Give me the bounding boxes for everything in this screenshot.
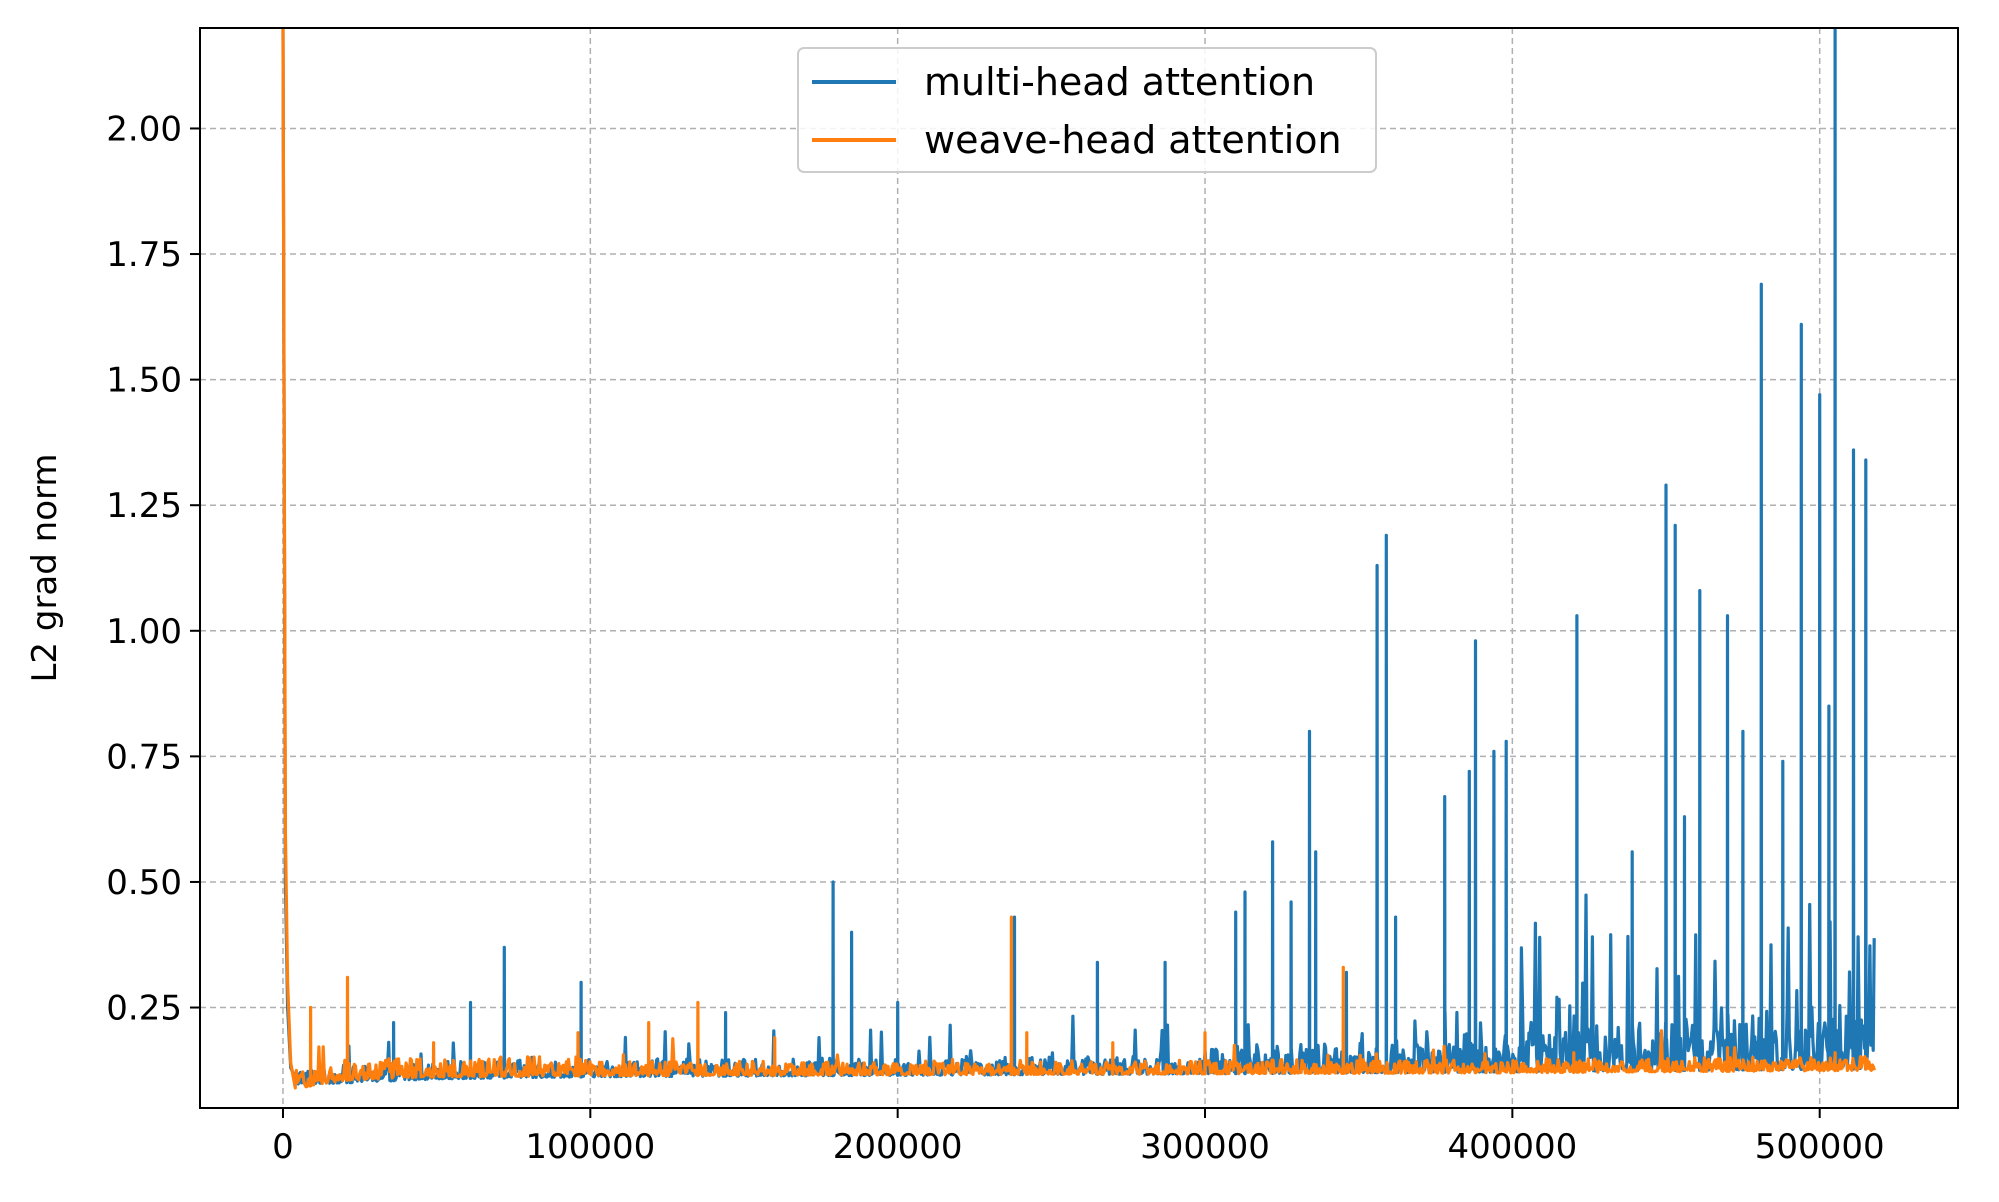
x-tick-label: 0	[272, 1127, 294, 1167]
x-tick-label: 300000	[1140, 1127, 1270, 1167]
y-tick-label: 0.25	[106, 989, 182, 1029]
y-tick-label: 0.50	[106, 863, 182, 903]
y-tick-label: 1.25	[106, 486, 182, 526]
y-tick-label: 2.00	[106, 109, 182, 149]
plot-frame	[199, 27, 1959, 1109]
y-axis-label: L2 grad norm	[25, 453, 65, 682]
series-line-multi-head	[281, 28, 1876, 1086]
series-line-weave-head	[281, 28, 1876, 1090]
legend-box	[797, 47, 1377, 173]
series-layer	[281, 28, 1876, 1090]
x-tick-label: 400000	[1447, 1127, 1577, 1167]
y-tick-label: 0.75	[106, 737, 182, 777]
x-tick-label: 500000	[1755, 1127, 1885, 1167]
y-tick-label: 1.50	[106, 361, 182, 401]
legend: multi-head attention weave-head attentio…	[797, 47, 1377, 173]
y-tick-label: 1.00	[106, 612, 182, 652]
y-tick-label: 1.75	[106, 235, 182, 275]
x-tick-label: 200000	[833, 1127, 963, 1167]
legend-label-multi-head: multi-head attention	[924, 60, 1315, 104]
legend-label-weave-head: weave-head attention	[924, 118, 1342, 162]
y-axis: 0.25 0.50 0.75 1.00 1.25 1.50 1.75 2.00	[106, 109, 200, 1029]
x-tick-label: 100000	[525, 1127, 655, 1167]
x-axis: 0 100000 200000 300000 400000 500000	[272, 1108, 1885, 1167]
